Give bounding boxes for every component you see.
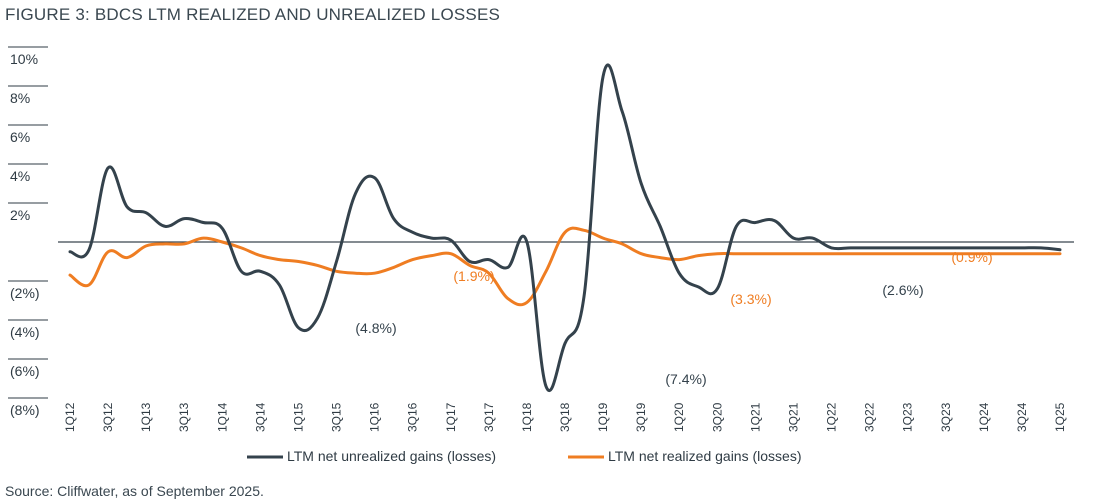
x-tick-label: 3Q16 xyxy=(406,402,420,432)
y-tick-label: (4%) xyxy=(10,324,40,340)
x-tick-label: 3Q20 xyxy=(710,402,724,432)
x-tick-label: 3Q13 xyxy=(177,402,191,432)
x-tick-label: 3Q24 xyxy=(1015,402,1029,432)
legend-label-realized: LTM net realized gains (losses) xyxy=(608,448,801,464)
y-tick-label: 10% xyxy=(10,51,38,67)
x-tick-label: 1Q24 xyxy=(977,402,991,432)
x-tick-label: 3Q12 xyxy=(101,402,115,432)
y-tick-label: (2%) xyxy=(10,285,40,301)
x-tick-label: 1Q12 xyxy=(63,402,77,432)
x-tick-label: 1Q16 xyxy=(368,402,382,432)
x-tick-label: 3Q21 xyxy=(786,402,800,432)
source-note: Source: Cliffwater, as of September 2025… xyxy=(5,483,264,499)
x-tick-label: 3Q22 xyxy=(863,402,877,432)
data-annotation: (7.4%) xyxy=(665,371,706,387)
chart-title: FIGURE 3: BDCS LTM REALIZED AND UNREALIZ… xyxy=(5,5,501,24)
x-tick-label: 3Q14 xyxy=(253,402,267,432)
unrealized-series-line xyxy=(68,63,1062,392)
realized-series-line xyxy=(68,226,1062,307)
x-tick-label: 1Q21 xyxy=(748,402,762,432)
x-tick-label: 1Q15 xyxy=(291,402,305,432)
x-tick-label: 3Q19 xyxy=(634,402,648,432)
x-tick-label: 1Q25 xyxy=(1053,402,1067,432)
x-tick-label: 1Q20 xyxy=(672,402,686,432)
y-tick-label: 4% xyxy=(10,168,30,184)
x-tick-label: 1Q13 xyxy=(139,402,153,432)
x-tick-label: 1Q22 xyxy=(825,402,839,432)
x-tick-label: 3Q15 xyxy=(330,402,344,432)
x-tick-label: 1Q23 xyxy=(901,402,915,432)
x-tick-label: 1Q18 xyxy=(520,402,534,432)
x-tick-label: 1Q17 xyxy=(444,402,458,432)
y-tick-label: 2% xyxy=(10,207,30,223)
data-annotation: (1.9%) xyxy=(453,268,494,284)
y-tick-label: (6%) xyxy=(10,363,40,379)
x-tick-label: 3Q18 xyxy=(558,402,572,432)
x-tick-label: 1Q19 xyxy=(596,402,610,432)
x-tick-label: 3Q17 xyxy=(482,402,496,432)
data-annotation: (0.9%) xyxy=(951,249,992,265)
data-annotation: (3.3%) xyxy=(730,291,771,307)
y-tick-label: 6% xyxy=(10,129,30,145)
y-tick-label: 8% xyxy=(10,90,30,106)
data-annotation: (2.6%) xyxy=(882,282,923,298)
y-tick-label: (8%) xyxy=(10,402,40,418)
x-tick-label: 3Q23 xyxy=(939,402,953,432)
legend-label-unrealized: LTM net unrealized gains (losses) xyxy=(287,448,496,464)
data-annotation: (4.8%) xyxy=(355,320,396,336)
x-tick-label: 1Q14 xyxy=(215,402,229,432)
